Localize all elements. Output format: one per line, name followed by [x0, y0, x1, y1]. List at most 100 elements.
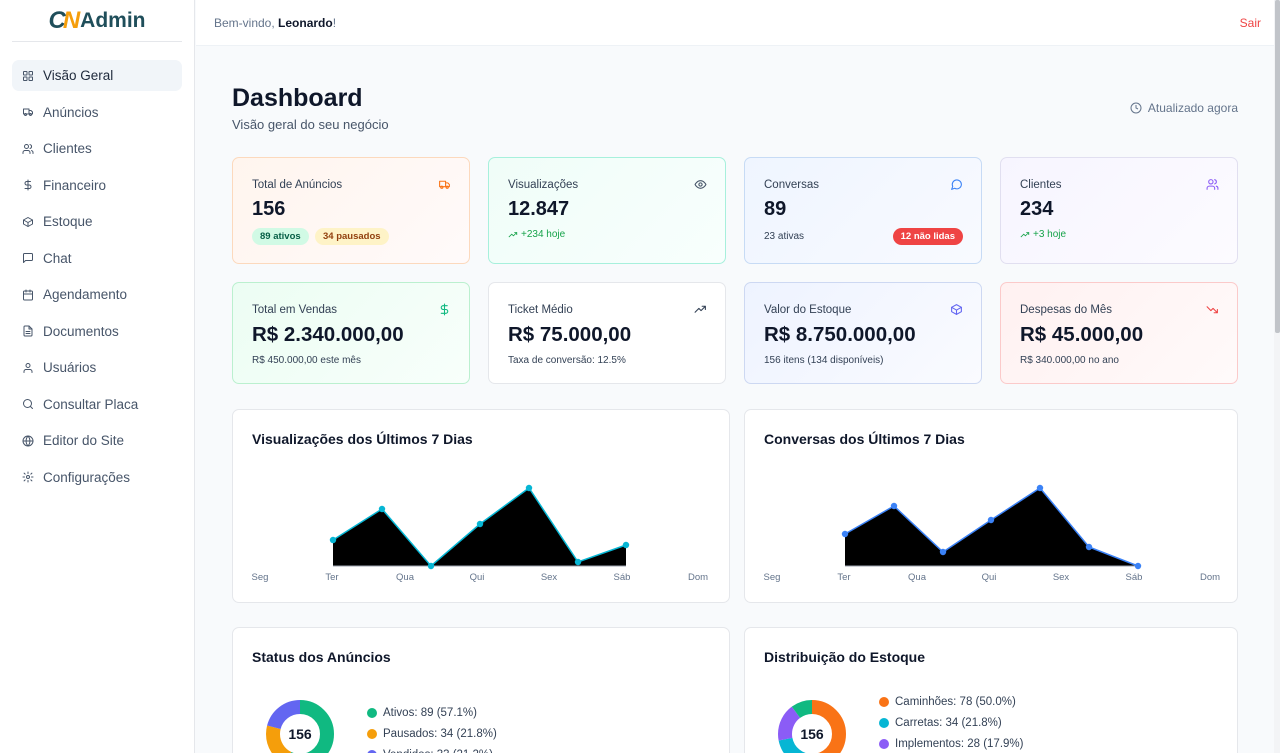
x-axis-label: Qui: [981, 572, 997, 583]
legend-dot: [879, 739, 889, 749]
sidebar-item-anuncios[interactable]: Anúncios: [12, 97, 182, 128]
sidebar-item-configuracoes[interactable]: Configurações: [12, 462, 182, 493]
scrollbar-thumb[interactable]: [1275, 0, 1280, 333]
listing-status-donut[interactable]: [263, 698, 403, 753]
logo-text: Admin: [80, 8, 146, 32]
logo-mark: CN: [48, 6, 80, 34]
x-axis-label: Ter: [837, 572, 851, 583]
stat-value: R$ 45.000,00: [1020, 323, 1144, 346]
sidebar-item-label: Estoque: [43, 214, 93, 229]
legend-item-pausados: Pausados: 34 (21.8%): [367, 728, 497, 740]
x-axis-label: Sex: [1052, 572, 1070, 583]
package-icon: [950, 303, 963, 316]
page-subtitle: Visão geral do seu negócio: [232, 117, 389, 132]
legend-dot: [879, 718, 889, 728]
sidebar: CN Admin Visão Geral Anúncios Clientes F…: [0, 0, 195, 753]
stat-card-vendas[interactable]: Total em Vendas R$ 2.340.000,00 R$ 450.0…: [232, 282, 470, 384]
stat-card-estoque[interactable]: Valor do Estoque R$ 8.750.000,00 156 ite…: [744, 282, 982, 384]
stat-label: Total em Vendas: [252, 304, 338, 316]
file-text-icon: [22, 325, 34, 337]
message-square-icon: [22, 252, 34, 264]
stat-label: Clientes: [1020, 179, 1062, 191]
scrollbar[interactable]: [1274, 0, 1280, 753]
sidebar-item-agendamento[interactable]: Agendamento: [12, 279, 182, 310]
stat-sub: 23 ativas: [764, 231, 805, 242]
trending-down-icon: [1206, 303, 1219, 316]
x-axis-label: Seg: [763, 572, 781, 583]
sidebar-item-financeiro[interactable]: Financeiro: [12, 170, 182, 201]
stat-value: R$ 75.000,00: [508, 323, 632, 346]
x-axis-label: Dom: [687, 572, 709, 583]
sidebar-item-consultar-placa[interactable]: Consultar Placa: [12, 389, 182, 420]
stat-sub: Taxa de conversão: 12.5%: [508, 355, 626, 366]
stat-value: R$ 2.340.000,00: [252, 323, 404, 346]
legend-dot: [367, 708, 377, 718]
calendar-icon: [22, 289, 34, 301]
stat-label: Despesas do Mês: [1020, 304, 1113, 316]
legend-item-caminhoes: Caminhões: 78 (50.0%): [879, 696, 1016, 708]
sidebar-item-clientes[interactable]: Clientes: [12, 133, 182, 164]
package-icon: [22, 216, 34, 228]
search-icon: [22, 398, 34, 410]
x-axis-label: Qua: [396, 572, 414, 583]
welcome-message: Bem-vindo, Leonardo!: [214, 15, 337, 30]
paused-badge: 34 pausados: [315, 228, 389, 245]
stat-sub: R$ 450.000,00 este mês: [252, 355, 361, 366]
conversations-area-chart[interactable]: [745, 410, 1239, 604]
legend-item-ativos: Ativos: 89 (57.1%): [367, 707, 477, 719]
chart-title: Distribuição do Estoque: [764, 649, 926, 665]
views-chart-card: Visualizações dos Últimos 7 Dias Seg Ter…: [232, 409, 730, 603]
stat-card-anuncios[interactable]: Total de Anúncios 156 89 ativos 34 pausa…: [232, 157, 470, 264]
topbar: Bem-vindo, Leonardo! Sair: [196, 0, 1274, 46]
main-content: Dashboard Visão geral do seu negócio Atu…: [196, 47, 1274, 753]
x-axis-label: Dom: [1199, 572, 1221, 583]
sidebar-item-estoque[interactable]: Estoque: [12, 206, 182, 237]
views-area-chart[interactable]: [233, 410, 731, 604]
sidebar-item-label: Anúncios: [43, 104, 99, 120]
stat-trend: +234 hoje: [508, 229, 565, 240]
stat-value: 89: [764, 198, 787, 220]
sidebar-item-label: Consultar Placa: [43, 396, 139, 412]
truck-icon: [22, 106, 34, 118]
stat-card-ticket[interactable]: Ticket Médio R$ 75.000,00 Taxa de conver…: [488, 282, 726, 384]
stat-card-despesas[interactable]: Despesas do Mês R$ 45.000,00 R$ 340.000,…: [1000, 282, 1238, 384]
truck-icon: [438, 178, 451, 191]
legend-dot: [367, 729, 377, 739]
trending-up-icon: [694, 303, 707, 316]
stock-distribution-card: Distribuição do Estoque 156 Caminhões: 7…: [744, 627, 1238, 753]
stat-card-conversas[interactable]: Conversas 89 23 ativas 12 não lidas: [744, 157, 982, 264]
chart-title: Conversas dos Últimos 7 Dias: [764, 431, 965, 447]
stat-sub: 156 itens (134 disponíveis): [764, 355, 884, 366]
sidebar-item-visao-geral[interactable]: Visão Geral: [12, 60, 182, 91]
globe-icon: [22, 435, 34, 447]
stat-card-visualizacoes[interactable]: Visualizações 12.847 +234 hoje: [488, 157, 726, 264]
x-axis-label: Sex: [540, 572, 558, 583]
stock-distribution-donut[interactable]: [775, 698, 915, 753]
stat-label: Total de Anúncios: [252, 179, 343, 191]
stat-label: Ticket Médio: [508, 304, 573, 316]
sidebar-nav: Visão Geral Anúncios Clientes Financeiro…: [0, 42, 194, 493]
logo[interactable]: CN Admin: [12, 0, 182, 42]
logout-button[interactable]: Sair: [1239, 15, 1261, 30]
chart-title: Status dos Anúncios: [252, 649, 391, 665]
sidebar-item-chat[interactable]: Chat: [12, 243, 182, 274]
stat-card-clientes[interactable]: Clientes 234 +3 hoje: [1000, 157, 1238, 264]
stat-value: 156: [252, 198, 286, 220]
sidebar-item-label: Visão Geral: [43, 68, 114, 83]
dollar-icon: [22, 179, 34, 191]
donut-center-total: 156: [288, 726, 312, 742]
x-axis-label: Ter: [325, 572, 339, 583]
stat-label: Conversas: [764, 179, 819, 191]
x-axis-label: Sáb: [1125, 572, 1143, 583]
sidebar-item-documentos[interactable]: Documentos: [12, 316, 182, 347]
sidebar-item-editor-do-site[interactable]: Editor do Site: [12, 425, 182, 456]
users-icon: [22, 143, 34, 155]
x-axis-label: Seg: [251, 572, 269, 583]
stat-label: Visualizações: [508, 179, 579, 191]
users-icon: [1206, 178, 1219, 191]
unread-badge[interactable]: 12 não lidas: [892, 228, 963, 245]
sidebar-item-usuarios[interactable]: Usuários: [12, 352, 182, 383]
x-axis-label: Sáb: [613, 572, 631, 583]
sidebar-item-label: Editor do Site: [43, 433, 125, 448]
donut-center-total: 156: [800, 726, 824, 742]
